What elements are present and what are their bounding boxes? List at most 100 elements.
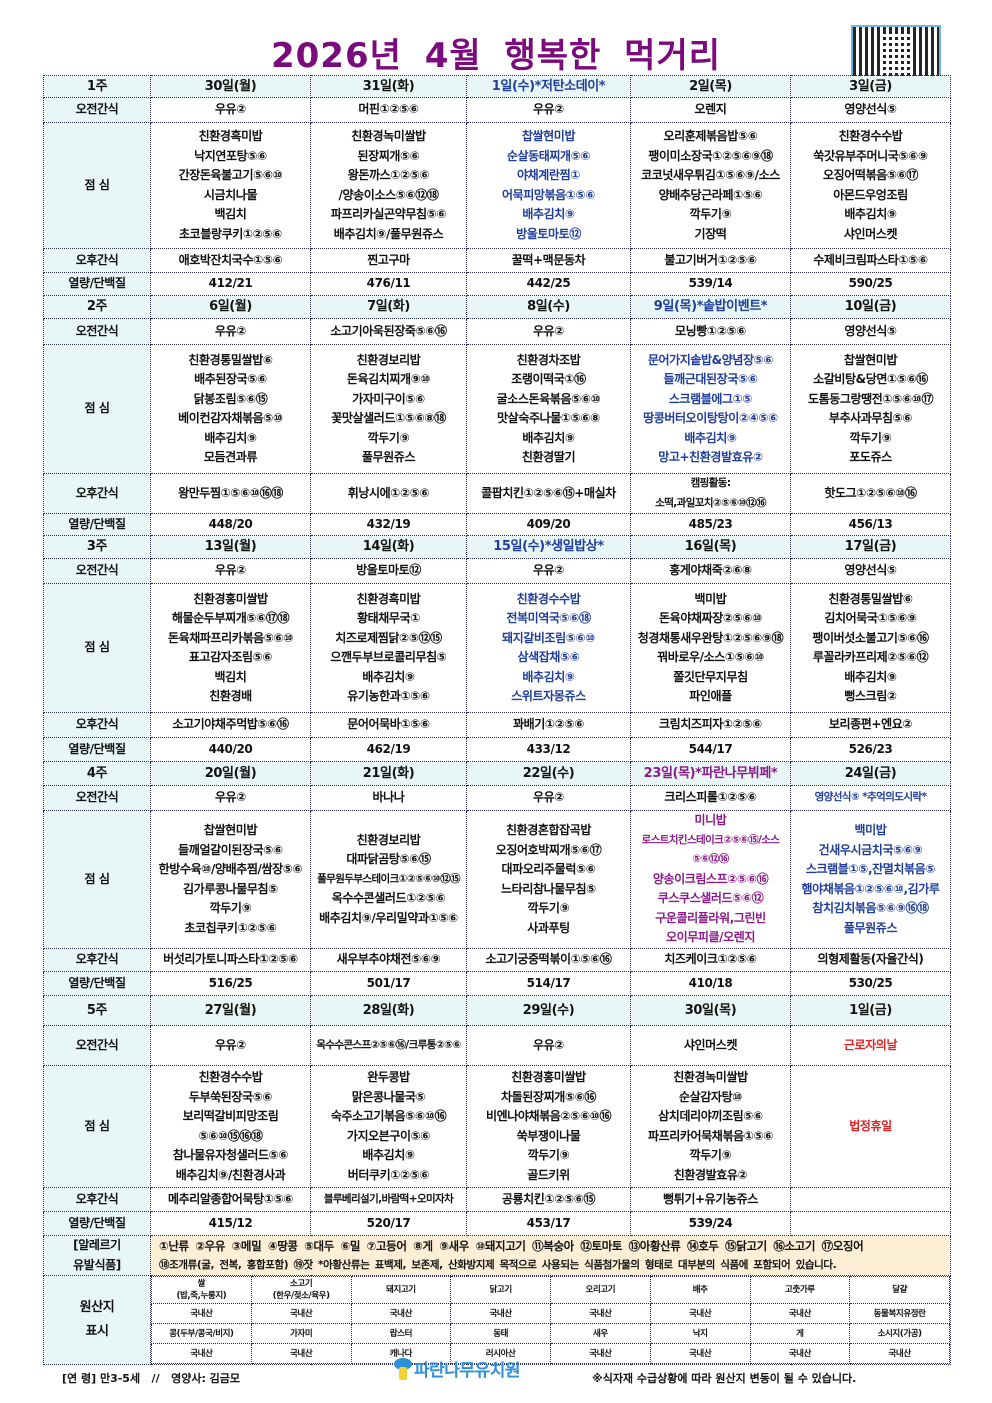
lunch-item: 오리훈제볶음밥⑤⑥: [663, 129, 758, 143]
calories-protein-cell: 432/19: [310, 513, 467, 536]
morning-snack-text: 샤인머스켓: [683, 1037, 738, 1052]
qr-code-icon[interactable]: [851, 25, 941, 81]
origin-item: 새우: [550, 1323, 651, 1344]
lunch-item: 쑥부쟁이나물: [516, 1128, 581, 1143]
lunch-item: 배추된장국⑤⑥: [194, 372, 267, 386]
afternoon-snack-cell: 소고기궁중떡볶이①⑤⑥⑯: [466, 948, 631, 972]
origin-table-row: 쌀 (밥,죽,누룽지) 소고기 (한우/젖소/육우) 돼지고기 닭고기 오리고기 배추 고춧…: [151, 1276, 950, 1304]
afternoon-snack-text: 치즈케이크①②⑤⑥: [664, 952, 757, 967]
morning-snack-text: 우유②: [214, 563, 247, 578]
lunch-item: 햄야채볶음①②⑤⑥⑩,김가루: [801, 881, 940, 896]
lunch-item: 오징어떡볶음⑤⑥⑰: [823, 168, 918, 182]
afternoon-snack-cell: 수제비크림파스타①⑤⑥: [790, 248, 951, 273]
lunch-item: 가자미구이⑤⑥: [352, 391, 425, 406]
calories-protein-text: 440/20: [208, 741, 253, 756]
lunch-cell: 미니밥 로스트치킨스테이크②⑤⑥⑮/소스⑤⑥⑫⑯ 양송이크림스프②⑤⑥⑯ 쿠스쿠스샐러…: [630, 810, 791, 949]
lunch-item: 코코넛새우튀김①⑤⑥⑨/소스: [641, 168, 780, 182]
morning-snack-text: 우유②: [532, 102, 565, 117]
calories-protein-text: 448/20: [208, 516, 253, 531]
afternoon-snack-text: 수제비크림파스타①⑤⑥: [813, 252, 928, 267]
afternoon-snack-text: 공룡치킨①②⑤⑥⑮: [501, 1191, 596, 1206]
origin-item: 소고기 (한우/젖소/육우): [250, 1276, 352, 1304]
lunch-item: 꿔바로우/소스①⑤⑥⑩: [657, 650, 764, 664]
morning-snack-cell: 영양선식⑤: [790, 97, 951, 123]
afternoon-snack-cell: 꿀떡+맥문동차: [466, 248, 631, 273]
tree-logo-icon: [394, 1357, 412, 1380]
morning-snack-cell: 영양선식⑤ *추억의도시락*: [790, 785, 951, 811]
lunch-item: 친환경녹미쌀밥: [351, 129, 426, 143]
morning-snack-text: 옥수수콘스프②⑤⑥⑯/크루통②⑤⑥: [316, 1038, 461, 1051]
lunch-cell: 찹쌀현미밥 소갈비탕&당면①⑤⑥⑯ 도톰동그랑땡전①⑤⑥⑩⑰ 부추사과무침⑤⑥ 깍두기⑨…: [790, 344, 951, 474]
lunch-item: 맛살숙주나물①⑤⑥⑧: [497, 411, 600, 425]
lunch-item: 굴소스돈육볶음⑤⑥⑩: [496, 391, 601, 406]
lunch-item: 아몬드우엉조림: [833, 187, 908, 202]
day-date: 31일(화): [310, 75, 467, 98]
lunch-item: 보리떡갈비피망조림⑤⑥⑩⑮⑯⑱: [182, 1109, 279, 1143]
origin-country: 국내산: [151, 1343, 252, 1364]
morning-snack-cell: 홍게야채죽②⑥⑧: [630, 558, 791, 584]
lunch-item: 파인애플: [689, 689, 732, 703]
calories-protein-cell: 501/17: [310, 971, 467, 996]
lunch-item: 친환경홍미쌀밥: [193, 591, 268, 606]
morning-snack-label: 오전간식: [43, 1025, 151, 1066]
calories-protein-text: 432/19: [366, 516, 411, 531]
lunch-item: 해물순두부찌개⑤⑥⑰⑱: [171, 611, 290, 625]
lunch-cell: 친환경흑미밥 낙지연포탕⑤⑥ 간장돈육불고기⑤⑥⑩ 시금치나물 백김치 초코블랑쿠키①②⑤…: [150, 122, 311, 249]
afternoon-snack-text: 휘낭시에①②⑤⑥: [347, 485, 430, 500]
week-label: 2주: [43, 295, 151, 319]
lunch-item: 깍두기⑨: [689, 207, 732, 221]
afternoon-snack-text: 문어어묵바①⑤⑥: [347, 717, 430, 732]
lunch-item: 전복미역국⑤⑥⑱: [506, 611, 591, 625]
origin-table-row: 국내산 국내산 국내산 국내산 국내산 국내산 국내산 동물복지유정란: [151, 1303, 950, 1324]
day-date: 30일(월): [150, 75, 311, 98]
lunch-item: 백김치: [214, 669, 247, 684]
origin-item: 달걀: [849, 1276, 950, 1304]
afternoon-snack-cell: 핫도그①②⑤⑥⑩⑯: [790, 473, 951, 514]
calories-protein-row: 열량/단백질 516/25 501/17 514/17 410/18 530/25: [43, 971, 951, 996]
lunch-row: 점 심 친환경수수밥 두부쑥된장국⑤⑥ 보리떡갈비피망조림⑤⑥⑩⑮⑯⑱ 참나물유자청샐러…: [43, 1065, 951, 1188]
day-date: 14일(화): [310, 535, 467, 559]
morning-snack-text: 근로자의날: [843, 1037, 898, 1052]
calories-protein-cell: 516/25: [150, 971, 311, 996]
lunch-item: 친환경녹미쌀밥: [673, 1070, 748, 1084]
calories-protein-text: 410/18: [688, 975, 733, 990]
lunch-item: 뻥스크림②: [844, 689, 897, 703]
lunch-item: 배추김치⑨: [844, 207, 897, 221]
afternoon-snack-text: 꽈배기①②⑤⑥: [513, 717, 584, 732]
lunch-item: 옥수수콘샐러드①②⑤⑥: [331, 891, 446, 906]
morning-snack-cell: 우유②: [150, 785, 311, 811]
lunch-cell: 친환경차조밥 조랭이떡국①⑯ 굴소스돈육볶음⑤⑥⑩ 맛살숙주나물①⑤⑥⑧ 배추김치⑨ 친환…: [466, 344, 631, 474]
morning-snack-cell: 크리스피롤①②⑤⑥: [630, 785, 791, 811]
calories-protein-cell: 514/17: [466, 971, 631, 996]
morning-snack-cell: 오렌지: [630, 97, 791, 123]
afternoon-snack-label: 오후간식: [43, 248, 151, 273]
lunch-item: 건새우시금치국⑤⑥⑨: [818, 842, 923, 857]
day-date: 10일(금): [790, 295, 951, 319]
lunch-item: 유기농한과①⑤⑥: [347, 689, 430, 703]
afternoon-snack-cell: 치즈케이크①②⑤⑥: [630, 948, 791, 972]
lunch-item: 조랭이떡국①⑯: [511, 372, 586, 386]
morning-snack-cell: 방울토마토⑫: [310, 558, 467, 584]
lunch-item: 법정휴일: [849, 1118, 892, 1133]
calories-protein-text: 514/17: [526, 975, 571, 990]
morning-snack-label: 오전간식: [43, 785, 151, 811]
week-header-row: 2주 6일(월) 7일(화) 8일(수) 9일(목)*솥밥이벤트* 10일(금): [43, 295, 951, 319]
lunch-item: 포도쥬스: [849, 450, 892, 464]
origin-item: 오리고기: [550, 1276, 651, 1304]
afternoon-snack-cell: 캠핑활동: 소떡,과일꼬치②⑤⑥⑩⑫⑯: [630, 473, 791, 514]
lunch-item: 참치김치볶음⑤⑥⑨⑯⑱: [812, 901, 929, 915]
afternoon-snack-cell: 뻥튀기+유기농쥬스: [630, 1187, 791, 1212]
lunch-cell: 오리훈제볶음밥⑤⑥ 팽이미소장국①②⑤⑥⑨⑱ 코코넛새우튀김①⑤⑥⑨/소스 양배추당근…: [630, 122, 791, 249]
calories-protein-cell: 476/11: [310, 272, 467, 296]
calories-protein-cell: 539/24: [630, 1211, 791, 1236]
morning-snack-cell: 머핀①②⑤⑥: [310, 97, 467, 123]
origin-table-row: 콩(두부/콩국/비지) 가자미 랍스터 동태 새우 낙지 게 소시지(가공): [151, 1323, 950, 1344]
origin-item: 배추: [649, 1276, 751, 1304]
morning-snack-cell: 샤인머스켓: [630, 1025, 791, 1066]
calories-protein-label: 열량/단백질: [43, 513, 151, 536]
lunch-item: 대파닭곰탕⑤⑥⑮: [346, 852, 431, 867]
morning-snack-label: 오전간식: [43, 97, 151, 123]
lunch-cell: 친환경보리밥 대파닭곰탕⑤⑥⑮ 풀무원두부스테이크①②⑤⑥⑩⑫⑮ 옥수수콘샐러드①②⑤…: [310, 810, 467, 949]
origin-table-row: 국내산 국내산 캐나다 러시아산 국내산 국내산 국내산 국내산: [151, 1343, 950, 1364]
calories-protein-cell: 530/25: [790, 971, 951, 996]
